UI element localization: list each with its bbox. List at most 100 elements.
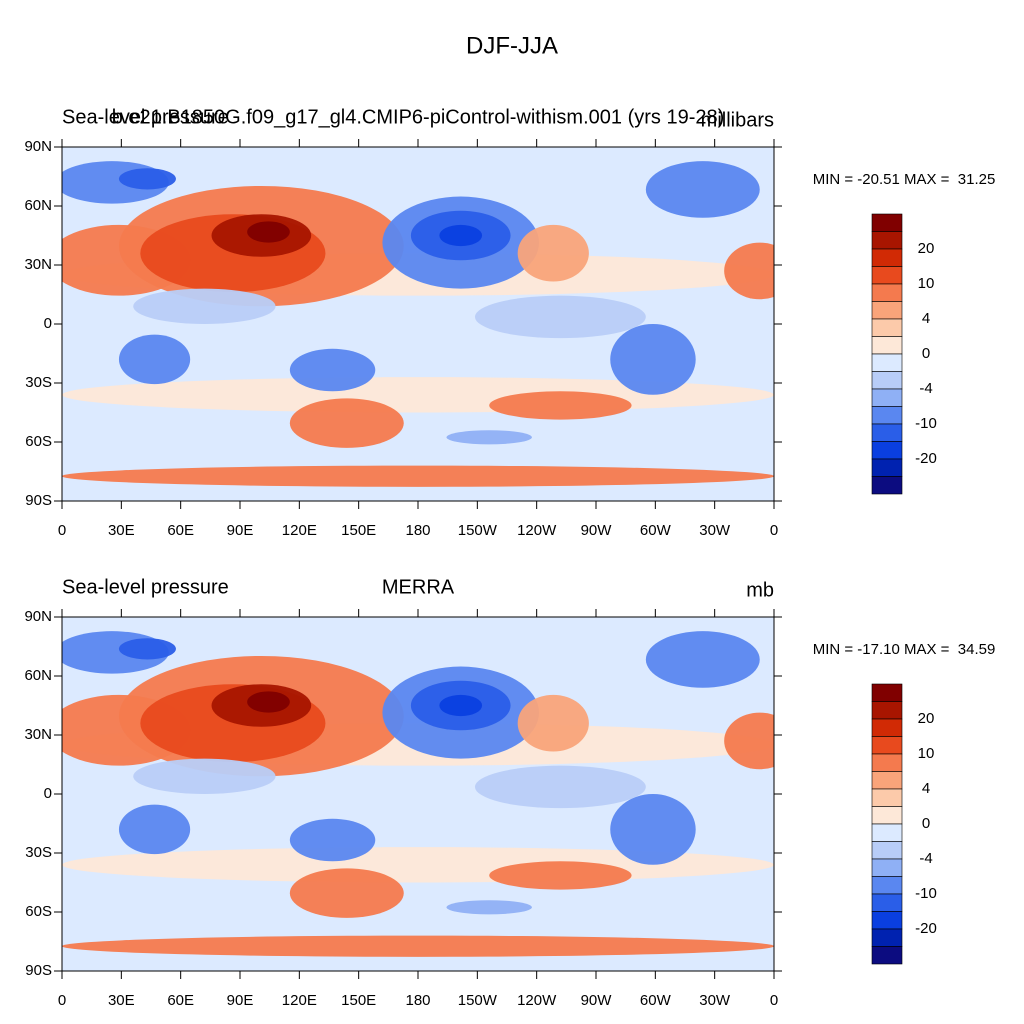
map-shape xyxy=(118,804,191,855)
colorbar-label: -20 xyxy=(915,450,937,467)
colorbar-label: -20 xyxy=(915,920,937,937)
x-tick-label: 60W xyxy=(640,992,672,1009)
colorbar-label: 10 xyxy=(918,275,935,292)
x-tick-label: 120W xyxy=(517,522,557,539)
map xyxy=(62,617,774,971)
colorbar-label: 10 xyxy=(918,745,935,762)
colorbar-box xyxy=(871,823,903,842)
x-tick-label: 0 xyxy=(770,992,778,1009)
map-shape xyxy=(62,935,774,957)
map-shape xyxy=(118,638,176,660)
colorbar-box xyxy=(871,248,903,267)
right-title: millibars xyxy=(701,109,774,131)
y-tick-label: 0 xyxy=(44,785,52,802)
x-tick-label: 180 xyxy=(405,992,430,1009)
colorbar-box xyxy=(871,301,903,320)
colorbar-box xyxy=(871,736,903,755)
colorbar-box xyxy=(871,213,903,232)
right-title: mb xyxy=(746,579,774,601)
colorbar-label: 0 xyxy=(922,815,930,832)
x-tick-label: 90E xyxy=(227,992,254,1009)
map-shape xyxy=(489,861,632,890)
y-tick-label: 30N xyxy=(24,726,52,743)
colorbar-box xyxy=(871,406,903,425)
colorbar-box xyxy=(871,911,903,930)
colorbar-box xyxy=(871,231,903,250)
y-tick-label: 90S xyxy=(25,492,52,509)
center-title: b.e21.B1850G.f09_g17_gl4.CMIP6-piControl… xyxy=(112,106,725,128)
y-tick-label: 60N xyxy=(24,197,52,214)
map-shape xyxy=(118,168,176,190)
map-shape xyxy=(517,224,589,282)
colorbar-box xyxy=(871,441,903,460)
colorbar-box xyxy=(871,753,903,772)
colorbar-label: -10 xyxy=(915,885,937,902)
map-shape xyxy=(289,868,404,918)
map-shape xyxy=(118,334,191,385)
map xyxy=(62,147,774,501)
map-shape xyxy=(247,691,290,713)
y-tick-label: 60S xyxy=(25,433,52,450)
x-tick-label: 0 xyxy=(58,992,66,1009)
y-tick-label: 60N xyxy=(24,667,52,684)
x-tick-label: 30E xyxy=(108,522,135,539)
colorbar-box xyxy=(871,701,903,720)
center-title: MERRA xyxy=(382,576,455,598)
colorbar-label: 4 xyxy=(922,780,930,797)
x-tick-label: 150E xyxy=(341,992,376,1009)
x-tick-label: 120E xyxy=(282,992,317,1009)
colorbar-label: 0 xyxy=(922,345,930,362)
map-shape xyxy=(289,398,404,448)
map-shape xyxy=(724,712,774,770)
colorbar-box xyxy=(871,353,903,372)
x-tick-label: 180 xyxy=(405,522,430,539)
colorbar-box xyxy=(871,946,903,965)
colorbar-box xyxy=(871,371,903,390)
map-shape xyxy=(489,391,632,420)
map-shape xyxy=(724,242,774,300)
colorbar-label: 4 xyxy=(922,310,930,327)
colorbar-box xyxy=(871,683,903,702)
map-shape xyxy=(133,288,276,324)
y-tick-label: 30S xyxy=(25,374,52,391)
x-tick-label: 60W xyxy=(640,522,672,539)
min-max: MIN = -20.51 MAX = 31.25 xyxy=(813,171,996,188)
y-tick-label: 90N xyxy=(24,608,52,625)
colorbar-box xyxy=(871,893,903,912)
map-shape xyxy=(439,694,483,717)
x-tick-label: 30W xyxy=(699,522,731,539)
x-tick-label: 150W xyxy=(458,992,498,1009)
colorbar-box xyxy=(871,806,903,825)
colorbar-box xyxy=(871,858,903,877)
min-max: MIN = -17.10 MAX = 34.59 xyxy=(813,641,996,658)
colorbar-box xyxy=(871,771,903,790)
colorbar-box xyxy=(871,266,903,285)
x-tick-label: 120E xyxy=(282,522,317,539)
map-shape xyxy=(247,221,290,243)
colorbar-box xyxy=(871,876,903,895)
colorbar-label: -10 xyxy=(915,415,937,432)
map-shape xyxy=(446,900,532,915)
x-tick-label: 90W xyxy=(581,992,613,1009)
x-tick-label: 120W xyxy=(517,992,557,1009)
x-tick-label: 30E xyxy=(108,992,135,1009)
y-tick-label: 90N xyxy=(24,138,52,155)
colorbar-box xyxy=(871,788,903,807)
colorbar-box xyxy=(871,336,903,355)
map-shape xyxy=(446,430,532,445)
y-tick-label: 60S xyxy=(25,903,52,920)
left-title: Sea-level pressure xyxy=(62,106,229,128)
map-shape xyxy=(439,224,483,247)
x-tick-label: 90W xyxy=(581,522,613,539)
map-shape xyxy=(289,348,376,392)
map-shape xyxy=(62,465,774,487)
y-tick-label: 30S xyxy=(25,844,52,861)
map-shape xyxy=(133,758,276,794)
x-tick-label: 30W xyxy=(699,992,731,1009)
left-title: Sea-level pressure xyxy=(62,576,229,598)
colorbar-box xyxy=(871,388,903,407)
colorbar-label: -4 xyxy=(919,850,932,867)
colorbar-label: 20 xyxy=(918,240,935,257)
colorbar-box xyxy=(871,283,903,302)
